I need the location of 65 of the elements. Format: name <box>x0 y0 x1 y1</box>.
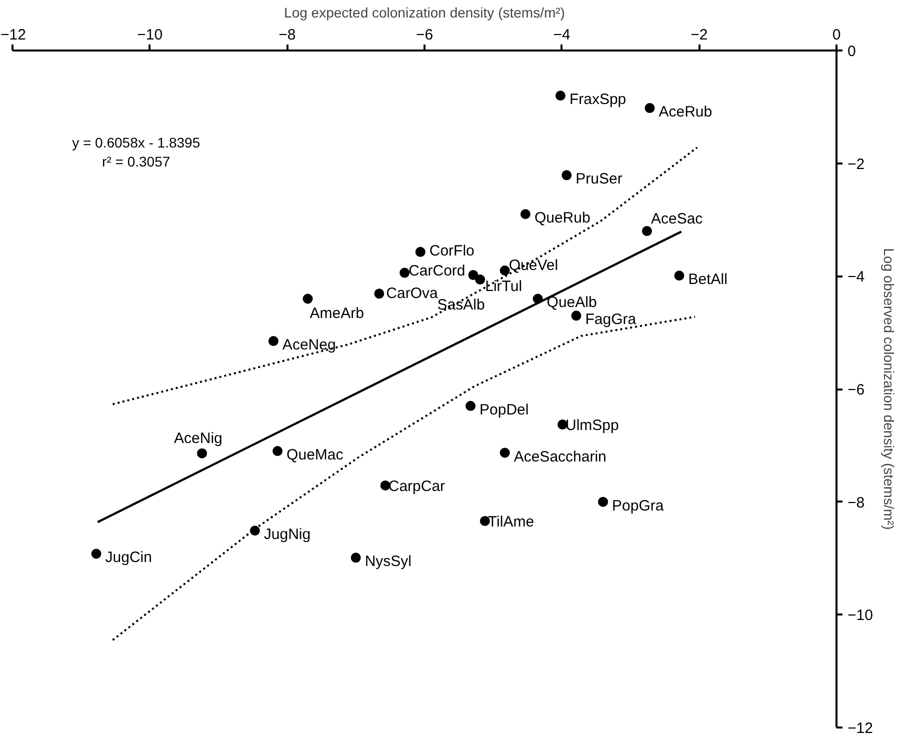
y-tick-label: −6 <box>848 382 865 398</box>
annotation: QueMac <box>286 446 344 464</box>
point <box>500 266 510 276</box>
point <box>571 310 582 321</box>
annotation: JugCin <box>105 549 152 566</box>
annotation: PruSer <box>576 170 622 188</box>
point <box>555 90 566 101</box>
x-tick-label: −12 <box>0 26 26 44</box>
point <box>520 209 530 220</box>
annotation: FagGra <box>585 311 637 328</box>
point <box>475 274 486 285</box>
annotation: TilAme <box>488 514 534 531</box>
annotation: QueAlb <box>546 294 597 312</box>
annotation: FraxSpp <box>569 91 626 108</box>
annotation: NysSyl <box>364 553 412 570</box>
y-tick-label: −2 <box>848 156 865 173</box>
point <box>197 448 208 458</box>
point <box>642 226 652 236</box>
annotation: AceSac <box>650 210 704 228</box>
point <box>380 480 390 490</box>
point <box>500 448 510 458</box>
x-tick-label: −6 <box>416 26 434 44</box>
annotation: JugNig <box>264 526 311 544</box>
annotation: AceNeg <box>282 336 336 354</box>
annotation: UlmSpp <box>566 417 619 434</box>
annotation: PopGra <box>612 497 664 514</box>
annotation: CarCord <box>408 262 466 280</box>
annotation: BetAll <box>688 271 728 288</box>
annotation: QueRub <box>534 210 590 227</box>
point <box>91 548 102 559</box>
x-tick-label: −4 <box>553 26 570 44</box>
x-axis-title: Log expected colonization density (stems/m²) <box>284 4 565 20</box>
point <box>374 288 384 299</box>
point <box>400 268 410 278</box>
y-tick-label: −8 <box>848 494 865 512</box>
annotation: CarOva <box>386 285 439 302</box>
x-tick-label: −8 <box>278 26 296 44</box>
point <box>598 496 608 507</box>
point <box>350 552 361 563</box>
annotation: CorFlo <box>429 242 474 260</box>
point <box>268 336 278 346</box>
annotation: y = 0.6058x - 1.8395 r² = 0.3057 <box>72 134 200 170</box>
annotation: PopDel <box>480 401 529 418</box>
point <box>415 246 426 257</box>
annotation: AceNig <box>174 430 222 447</box>
y-tick-label: 0 <box>848 43 856 60</box>
y-tick-label: −12 <box>848 720 873 735</box>
y-tick-label: −10 <box>848 607 873 624</box>
x-tick-label: 0 <box>832 26 841 44</box>
annotation: AmeArb <box>310 305 364 322</box>
point <box>272 446 283 456</box>
annotation: CarpCar <box>388 478 446 495</box>
annotation: AceSaccharin <box>514 448 606 466</box>
point <box>644 103 655 114</box>
point <box>302 294 313 304</box>
annotation: AceRub <box>658 104 712 121</box>
point <box>468 270 478 280</box>
point <box>562 170 572 180</box>
annotation: LirTul <box>485 278 522 296</box>
x-tick-label: −2 <box>690 26 708 44</box>
x-tick-label: −10 <box>137 26 163 44</box>
y-tick-label: −4 <box>848 268 865 286</box>
y-axis-title: Log observed colonization density (stems/m²) <box>880 248 897 530</box>
point <box>466 400 476 411</box>
point <box>674 270 684 281</box>
